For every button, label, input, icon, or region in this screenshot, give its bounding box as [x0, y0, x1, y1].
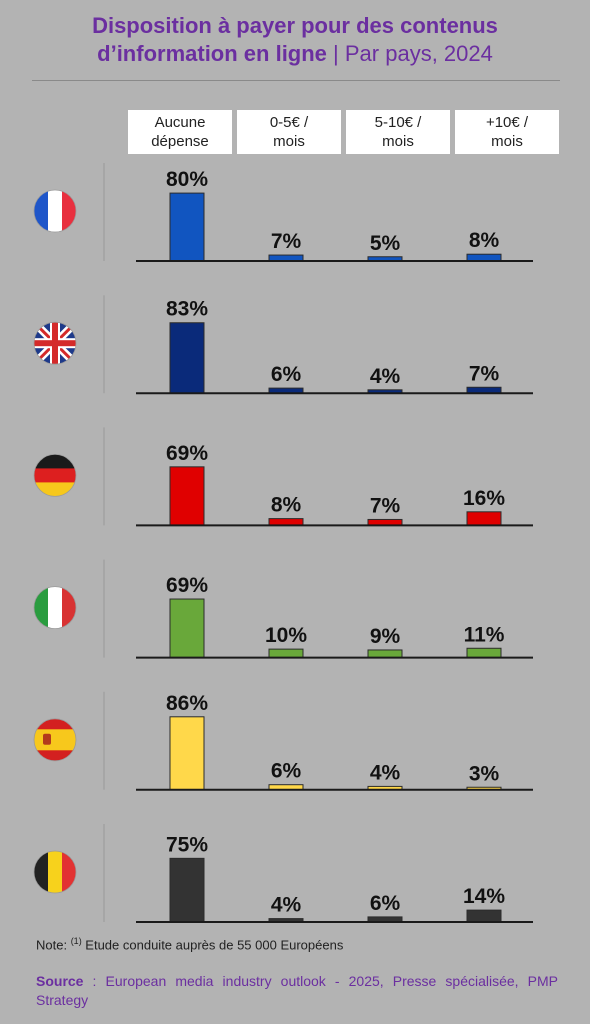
spain-flag-icon — [34, 718, 76, 761]
flag-stripe — [48, 586, 63, 629]
data-label: 7% — [271, 230, 302, 253]
bar-chart: 80% 7% 5% 8% 83% 6% 4% 7% 69% 8% 7% 16% 69% 10% 9% 11% 8… — [33, 163, 533, 923]
data-label: 10% — [265, 624, 307, 647]
column-header-2: 0-5€ / mois — [237, 110, 341, 154]
data-label: 7% — [370, 494, 401, 517]
data-label: 14% — [463, 885, 505, 908]
footnote-prefix: Note: — [36, 937, 71, 953]
flag-stripe — [34, 851, 49, 893]
flag-stripe — [34, 454, 76, 469]
column-header-2-line-1: 0-5€ / — [269, 114, 309, 131]
source-text: : European media industry outlook - 2025… — [36, 973, 558, 1008]
column-header-1-line-1: Aucune — [154, 114, 206, 131]
data-label: 5% — [370, 232, 401, 255]
chart-title: Disposition à payer pour des contenus d’… — [0, 12, 590, 68]
flag-stripe — [34, 729, 76, 751]
flag-outline — [33, 453, 77, 497]
data-label: 8% — [469, 229, 500, 252]
spain-coat-of-arms — [43, 733, 51, 745]
title-subtitle: Par pays, 2024 — [344, 41, 493, 66]
footnote-text: Etude conduite auprès de 55 000 Européen… — [81, 937, 344, 953]
flag-outline — [33, 850, 77, 894]
flag-stripe — [48, 851, 63, 893]
germany-flag-icon — [34, 454, 76, 497]
data-label: 86% — [166, 692, 208, 715]
column-header-4-line-1: +10€ / — [485, 114, 529, 131]
bar — [466, 647, 502, 659]
flag-stripe — [62, 190, 76, 232]
footnote-marker: (1) — [70, 936, 82, 946]
column-header-4: +10€ / mois — [455, 110, 559, 154]
data-label: 69% — [166, 574, 208, 597]
flag-stripe — [34, 718, 76, 730]
column-header-4-line-2: mois — [491, 133, 523, 150]
flag-outline — [33, 189, 77, 233]
data-label: 7% — [469, 362, 500, 385]
footnote: Note: (1) Etude conduite auprès de 55 00… — [36, 936, 343, 952]
data-label: 4% — [271, 894, 302, 917]
data-label: 80% — [166, 168, 208, 191]
column-header-1-line-2: dépense — [151, 133, 209, 150]
flag-stripe — [34, 190, 49, 232]
column-header-2-line-2: mois — [273, 133, 305, 150]
flag-cross-red — [34, 340, 76, 347]
title-line-2-bold: d’information en ligne — [97, 41, 327, 66]
column-header-3: 5-10€ / mois — [346, 110, 450, 154]
title-divider — [32, 80, 560, 81]
bar — [466, 253, 502, 262]
data-label: 16% — [463, 487, 505, 510]
bar — [268, 648, 304, 659]
flag-stripe — [62, 586, 76, 629]
data-label: 4% — [370, 365, 401, 388]
bar — [466, 909, 502, 923]
data-label: 83% — [166, 298, 208, 321]
flag-stripe — [34, 586, 49, 629]
column-header-1: Aucune dépense — [128, 110, 232, 154]
data-label: 69% — [166, 442, 208, 465]
italy-flag-icon — [34, 586, 76, 629]
column-header-3-line-2: mois — [382, 133, 414, 150]
bar — [169, 466, 205, 526]
bar — [169, 192, 205, 262]
flag-stripe — [34, 468, 76, 483]
data-label: 9% — [370, 625, 401, 648]
data-label: 6% — [271, 363, 302, 386]
title-separator: | — [326, 41, 345, 66]
france-flag-icon — [34, 190, 76, 232]
bar — [169, 716, 205, 791]
source-label: Source — [36, 973, 84, 989]
data-label: 6% — [370, 892, 401, 915]
flag-stripe — [62, 851, 76, 893]
flag-stripe — [34, 750, 76, 761]
data-label: 3% — [469, 762, 500, 785]
bar — [169, 598, 205, 659]
bar — [169, 857, 205, 923]
flag-outline — [33, 718, 77, 762]
uk-flag-icon — [34, 322, 76, 365]
flag-outline — [33, 586, 77, 629]
data-label: 4% — [370, 761, 401, 784]
bar — [268, 518, 304, 526]
data-label: 11% — [464, 623, 505, 646]
title-line-1: Disposition à payer pour des contenus — [92, 13, 498, 38]
flag-stripe — [48, 190, 63, 232]
data-label: 75% — [166, 833, 208, 856]
column-header-3-line-1: 5-10€ / — [374, 114, 422, 131]
data-label: 6% — [271, 760, 302, 783]
title-line-2: d’information en ligne | Par pays, 2024 — [0, 40, 590, 68]
belgium-flag-icon — [34, 851, 76, 893]
bar — [169, 322, 205, 394]
bar — [466, 511, 502, 526]
data-label: 8% — [271, 494, 302, 517]
flag-stripe — [34, 482, 76, 497]
flag-outline — [33, 321, 77, 365]
bar — [367, 649, 403, 659]
source-note: Source : European media industry outlook… — [36, 972, 558, 1010]
